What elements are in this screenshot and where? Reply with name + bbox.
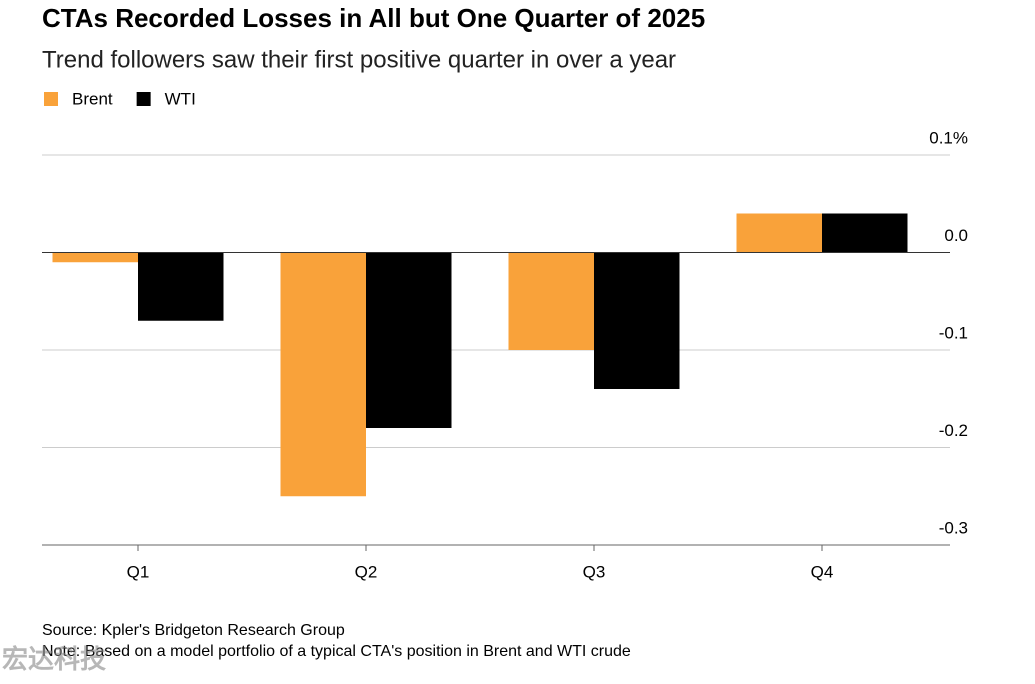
y-tick-label: 0.0 <box>944 226 968 245</box>
x-tick-label: Q1 <box>127 562 150 581</box>
bar <box>366 252 452 428</box>
x-tick-label: Q2 <box>355 562 378 581</box>
y-tick-label: -0.2 <box>939 421 968 440</box>
bar <box>822 213 908 253</box>
bar <box>138 252 224 321</box>
legend-label: WTI <box>165 89 196 108</box>
chart-subtitle: Trend followers saw their first positive… <box>42 46 676 73</box>
x-tick-label: Q4 <box>811 562 834 581</box>
chart-title: CTAs Recorded Losses in All but One Quar… <box>42 3 705 33</box>
y-tick-label: -0.1 <box>939 323 968 342</box>
bar <box>52 252 138 263</box>
bar <box>736 213 822 253</box>
legend-swatch <box>44 92 58 106</box>
x-tick-label: Q3 <box>583 562 606 581</box>
legend-label: Brent <box>72 89 113 108</box>
bar <box>280 252 366 497</box>
bar <box>594 252 680 389</box>
y-tick-label: -0.3 <box>939 518 968 537</box>
bar <box>508 252 594 350</box>
legend-swatch <box>136 92 151 106</box>
source: Source: Kpler's Bridgeton Research Group <box>42 622 345 639</box>
y-tick-label: 0.1% <box>929 128 968 147</box>
note: Note: Based on a model portfolio of a ty… <box>42 643 631 660</box>
watermark: 宏达科技 <box>2 644 106 674</box>
